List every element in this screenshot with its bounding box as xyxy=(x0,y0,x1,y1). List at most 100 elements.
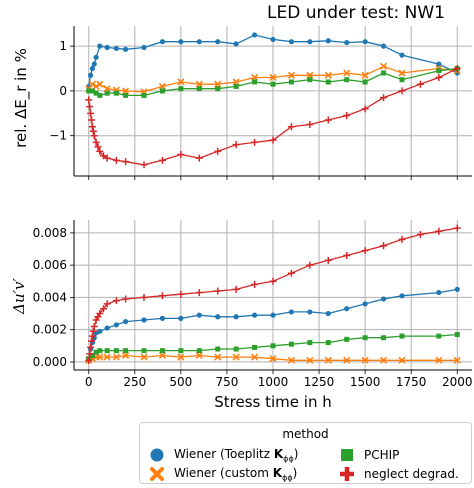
data-point xyxy=(287,269,295,277)
data-point xyxy=(215,86,221,92)
data-point xyxy=(90,322,98,330)
green-square-icon xyxy=(338,447,356,463)
data-point xyxy=(269,73,277,82)
data-point xyxy=(195,289,203,297)
data-point xyxy=(140,161,148,169)
data-point xyxy=(196,86,202,92)
bottom-xlabel: Stress time in h xyxy=(214,393,331,411)
data-point xyxy=(123,348,129,354)
data-point xyxy=(324,256,332,264)
data-point xyxy=(215,346,221,352)
data-point xyxy=(325,310,331,317)
data-point xyxy=(177,151,185,159)
legend-item-wiener-custom: Wiener (custom Kϕϕ) xyxy=(148,466,297,482)
y-tick-label: 0 xyxy=(59,84,67,98)
data-point xyxy=(87,343,95,351)
data-point xyxy=(140,293,148,301)
data-point xyxy=(196,312,202,318)
data-point xyxy=(233,346,239,352)
bottom-panel: 0 250 500 750 1000 1250 1500 1750 2000 0.000 0.002… xyxy=(33,220,473,389)
top-ylabel-pre: rel. ΔE_r in % xyxy=(12,48,31,148)
x-tick-label: 750 xyxy=(215,375,238,389)
data-point xyxy=(453,224,461,232)
y-tick-label: 1 xyxy=(59,39,67,53)
data-point xyxy=(416,231,424,239)
data-point xyxy=(453,356,461,364)
data-point xyxy=(399,333,405,339)
data-point xyxy=(344,306,350,312)
data-point xyxy=(158,351,167,360)
legend: method Wiener (Toeplitz Kϕϕ) Wiener (cus… xyxy=(139,422,472,484)
data-point xyxy=(362,335,368,341)
data-point xyxy=(178,86,184,92)
data-point xyxy=(88,80,96,88)
data-point xyxy=(252,344,258,350)
data-point xyxy=(122,46,129,52)
data-point xyxy=(343,251,351,259)
data-point xyxy=(380,43,387,49)
legend-label: PCHIP xyxy=(364,448,400,462)
data-point xyxy=(215,314,221,320)
legend-label: neglect degrad. xyxy=(364,467,459,481)
data-point xyxy=(122,158,130,166)
data-point xyxy=(89,327,97,335)
data-point xyxy=(177,353,185,361)
data-point xyxy=(177,78,185,86)
data-point xyxy=(435,227,443,235)
blue-circle-icon xyxy=(148,447,166,463)
data-point xyxy=(270,81,276,87)
legend-label: Wiener (Toeplitz Kϕϕ) xyxy=(174,447,299,464)
data-point xyxy=(288,39,295,45)
data-point xyxy=(232,285,240,293)
data-point xyxy=(269,355,277,363)
data-point xyxy=(306,121,314,129)
data-point xyxy=(178,39,184,45)
data-point xyxy=(97,328,103,334)
data-point xyxy=(214,147,222,155)
data-point xyxy=(140,353,148,361)
data-point xyxy=(88,116,96,124)
y-tick-label: 0.004 xyxy=(33,290,67,304)
data-point xyxy=(269,277,277,285)
data-point xyxy=(324,71,332,79)
data-point xyxy=(416,80,424,88)
data-point xyxy=(251,281,259,289)
y-tick-label: −1 xyxy=(49,129,67,143)
data-point xyxy=(307,39,313,45)
data-point xyxy=(287,356,295,364)
data-point xyxy=(87,109,95,117)
data-point xyxy=(287,71,295,79)
data-point xyxy=(362,79,368,85)
data-point xyxy=(361,356,369,364)
data-point xyxy=(232,353,240,361)
data-point xyxy=(343,356,351,364)
data-point xyxy=(99,152,107,160)
top-ylabel: rel. ΔE_r in % xyxy=(12,48,31,148)
data-point xyxy=(86,350,94,358)
data-point xyxy=(112,297,120,305)
data-point xyxy=(122,319,129,325)
data-point xyxy=(88,332,96,340)
data-point xyxy=(97,92,103,98)
top-panel: −1 0 1 xyxy=(49,26,472,180)
data-point xyxy=(287,123,295,131)
data-point xyxy=(88,123,96,131)
orange-x-icon xyxy=(148,466,166,482)
data-point xyxy=(195,351,203,360)
data-point xyxy=(251,138,259,146)
data-point xyxy=(379,356,388,364)
data-point xyxy=(214,353,222,361)
data-point xyxy=(325,79,331,85)
y-tick-label: 0.002 xyxy=(33,323,67,337)
data-point xyxy=(381,70,387,76)
data-point xyxy=(436,289,442,296)
data-point xyxy=(103,154,111,162)
data-point xyxy=(89,127,97,135)
data-point xyxy=(93,90,99,96)
data-point xyxy=(122,351,130,360)
data-point xyxy=(251,32,258,38)
data-point xyxy=(361,247,369,255)
x-tick-label: 1250 xyxy=(304,375,335,389)
data-point xyxy=(141,92,147,98)
